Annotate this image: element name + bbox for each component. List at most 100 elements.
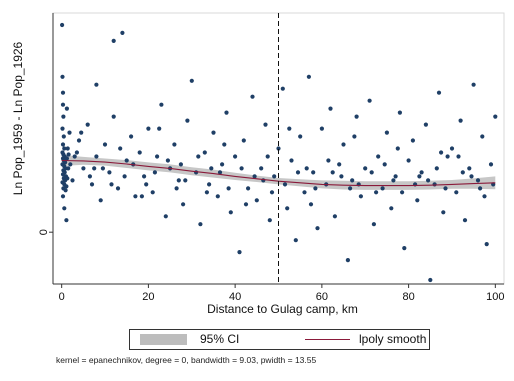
data-point (285, 206, 290, 211)
data-point (63, 188, 68, 193)
data-point (60, 102, 66, 107)
data-point (350, 178, 355, 183)
data-point (389, 206, 394, 211)
data-point (426, 178, 431, 183)
data-point (395, 146, 400, 151)
data-point (150, 190, 155, 195)
data-point (488, 162, 494, 167)
data-point (155, 154, 160, 159)
data-point (265, 154, 270, 159)
data-point (436, 90, 442, 95)
data-point (111, 38, 116, 44)
data-point (354, 114, 359, 119)
data-point (100, 166, 105, 171)
data-point (295, 170, 301, 175)
data-point (92, 166, 97, 171)
data-point (85, 122, 90, 127)
data-point (478, 186, 483, 191)
data-point (272, 174, 277, 179)
data-point (382, 162, 387, 167)
data-point (159, 102, 164, 107)
y-tick-label: 0 (38, 229, 50, 235)
data-point (144, 182, 149, 187)
data-point (111, 114, 116, 119)
data-point (280, 86, 285, 91)
data-point (183, 178, 188, 183)
data-point (308, 202, 314, 207)
data-point (439, 150, 444, 155)
data-point (129, 134, 134, 139)
data-point (72, 154, 77, 159)
data-point (471, 82, 476, 87)
data-point (341, 142, 346, 147)
data-point (400, 190, 405, 195)
data-point (70, 178, 75, 183)
data-point (415, 198, 420, 203)
data-point (462, 218, 468, 223)
data-point (434, 166, 439, 171)
data-point (319, 126, 324, 131)
data-point (120, 30, 125, 35)
data-point (64, 106, 69, 111)
data-point (207, 182, 212, 187)
data-point (441, 210, 446, 215)
data-point (482, 194, 487, 199)
data-point (456, 154, 461, 159)
data-point (60, 142, 66, 147)
data-point (102, 142, 108, 147)
kernel-note: kernel = epanechnikov, degree = 0, bandw… (56, 355, 317, 365)
legend-smooth-swatch (305, 339, 350, 340)
data-point (98, 198, 103, 203)
data-point (146, 126, 151, 131)
x-tick-label: 40 (229, 291, 241, 303)
data-point (289, 158, 294, 163)
data-point (217, 170, 223, 175)
data-point (298, 134, 303, 139)
x-tick-label: 60 (316, 291, 328, 303)
data-point (419, 170, 424, 175)
data-point (226, 186, 231, 191)
data-point (402, 246, 407, 251)
data-point (315, 226, 320, 231)
data-point (89, 182, 95, 187)
data-point (142, 174, 147, 179)
data-point (215, 194, 220, 199)
data-point (60, 90, 66, 95)
data-point (337, 162, 342, 167)
data-point (233, 154, 238, 159)
data-point (172, 142, 177, 147)
data-point (432, 182, 437, 187)
x-tick-label: 100 (486, 291, 504, 303)
data-point (313, 186, 318, 191)
data-point (109, 182, 114, 187)
data-point (60, 172, 66, 177)
legend: 95% CI lpoly smooth (129, 329, 430, 350)
data-point (122, 174, 127, 179)
data-point (254, 198, 259, 203)
data-point (62, 146, 67, 151)
data-point (397, 110, 402, 115)
data-point (61, 134, 66, 139)
data-point (302, 190, 307, 195)
data-point (367, 98, 372, 103)
data-point (259, 166, 264, 171)
data-point (339, 174, 344, 179)
data-point (371, 222, 376, 227)
data-point (237, 250, 242, 255)
data-point (252, 174, 257, 179)
data-point (458, 118, 463, 123)
data-point (417, 174, 422, 179)
data-point (124, 158, 129, 163)
data-point (67, 130, 72, 135)
data-point (304, 166, 309, 171)
data-point (76, 138, 82, 143)
data-point (293, 238, 298, 243)
data-point (423, 122, 428, 127)
data-point (60, 126, 65, 131)
data-point (181, 202, 186, 207)
data-point (467, 166, 472, 171)
legend-smooth-label: lpoly smooth (359, 332, 427, 346)
y-axis-label: Ln Pop_1959 - Ln Pop_1926 (11, 41, 25, 195)
data-point (178, 162, 183, 167)
